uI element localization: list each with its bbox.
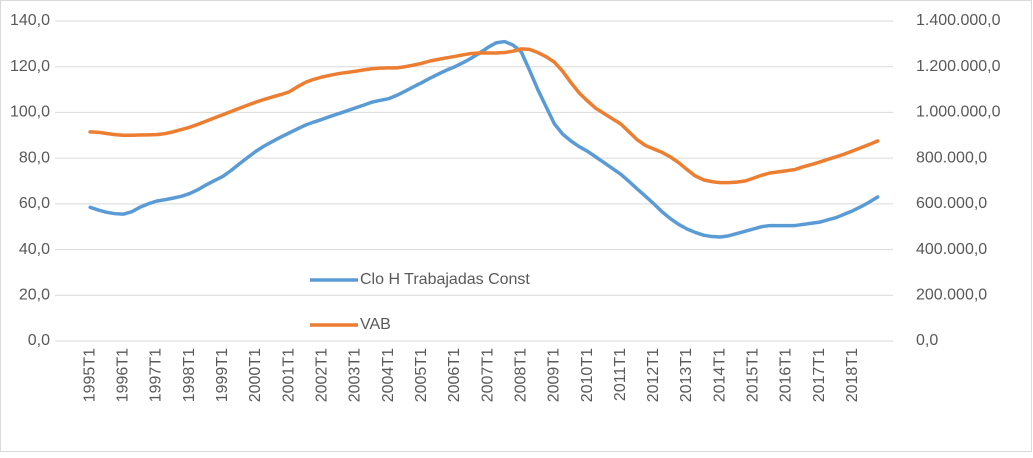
x-tick-label: 2018T1 [844,348,861,402]
line-series [88,39,880,239]
x-tick-label: 2002T1 [313,348,330,402]
x-tick-label: 2012T1 [645,348,662,402]
line-series [88,47,880,185]
y-tick-label: 140,0 [10,12,50,29]
y-tick-label: 0,0 [28,332,50,349]
x-tick-label: 2008T1 [512,348,529,402]
y2-tick-label: 1.000.000,0 [916,104,1001,121]
x-tick-label: 2016T1 [778,348,795,402]
x-tick-label: 1998T1 [181,348,198,402]
y2-tick-label: 800.000,0 [916,149,987,166]
x-tick-label: 2007T1 [479,348,496,402]
y2-tick-label: 1.200.000,0 [916,58,1001,75]
x-tick-label: 1996T1 [115,348,132,402]
legend-label: VAB [360,316,391,333]
x-tick-label: 1995T1 [81,348,98,402]
x-tick-label: 2003T1 [347,348,364,402]
legend-label: Clo H Trabajadas Const [360,271,530,288]
y2-tick-label: 0,0 [916,332,938,349]
y-tick-label: 60,0 [19,195,50,212]
x-tick-label: 2011T1 [612,348,629,401]
x-tick-label: 2004T1 [380,348,397,402]
x-tick-label: 2001T1 [280,348,297,402]
y2-tick-label: 1.400.000,0 [916,12,1001,29]
x-tick-label: 2015T1 [745,348,762,402]
y-tick-label: 20,0 [19,287,50,304]
y2-tick-label: 200.000,0 [916,287,987,304]
x-tick-label: 2013T1 [678,348,695,402]
x-tick-label: 2000T1 [247,348,264,402]
x-tick-label: 1999T1 [214,348,231,402]
x-tick-label: 2009T1 [546,348,563,402]
y-tick-label: 120,0 [10,58,50,75]
y-tick-label: 100,0 [10,104,50,121]
x-tick-label: 2010T1 [579,348,596,402]
x-tick-label: 1997T1 [148,348,165,402]
x-tick-label: 2017T1 [811,348,828,402]
y-tick-label: 40,0 [19,241,50,258]
x-tick-label: 2005T1 [413,348,430,402]
y2-tick-label: 400.000,0 [916,241,987,258]
y2-tick-label: 600.000,0 [916,195,987,212]
y-tick-label: 80,0 [19,149,50,166]
x-tick-label: 2014T1 [711,348,728,402]
x-tick-label: 2006T1 [446,348,463,402]
